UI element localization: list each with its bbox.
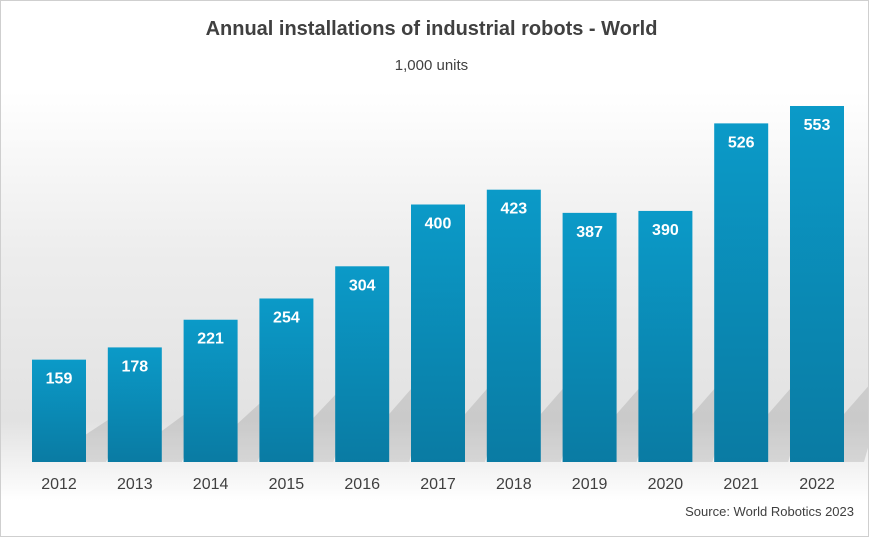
x-tick-label: 2017	[420, 476, 456, 493]
value-label: 553	[804, 117, 831, 134]
value-label: 254	[273, 309, 300, 326]
x-tick-label: 2012	[41, 476, 77, 493]
x-tick-label: 2019	[572, 476, 608, 493]
x-tick-label: 2021	[723, 476, 759, 493]
x-axis-tick-labels: 2012 2013 2014 2015 2016 2017 2018 2019 2020 2021…	[41, 476, 835, 493]
chart-title: Annual installations of industrial robot…	[205, 18, 658, 40]
x-tick-label: 2015	[269, 476, 305, 493]
bar-2021	[714, 123, 769, 462]
value-label: 221	[197, 331, 224, 348]
bar-2017	[411, 204, 465, 462]
value-label: 390	[652, 222, 679, 239]
x-tick-label: 2014	[193, 476, 229, 493]
value-label: 400	[425, 215, 452, 232]
x-tick-label: 2022	[799, 476, 835, 493]
bar-2019	[562, 212, 617, 462]
source-note: Source: World Robotics 2023	[685, 504, 854, 519]
x-tick-label: 2013	[117, 476, 153, 493]
bars	[32, 106, 844, 462]
x-tick-label: 2016	[344, 476, 380, 493]
bar-2013	[107, 347, 162, 462]
value-label: 387	[576, 224, 603, 241]
value-label: 423	[500, 201, 527, 218]
value-label: 526	[728, 134, 755, 151]
bar-2014	[183, 319, 238, 462]
x-tick-label: 2018	[496, 476, 532, 493]
bar-2018	[486, 189, 541, 462]
bar-2020	[638, 210, 693, 462]
bar-2015	[259, 298, 314, 462]
value-label: 178	[121, 358, 148, 375]
value-labels: 159 178 221 254 304 400 423 387 390 526 553	[46, 117, 831, 388]
chart-subtitle: 1,000 units	[394, 57, 469, 74]
bar-shadow	[844, 386, 868, 462]
value-label: 159	[46, 371, 73, 388]
value-label: 304	[349, 277, 376, 294]
bar-2012	[32, 359, 86, 462]
x-tick-label: 2020	[648, 476, 684, 493]
bar-2022	[790, 106, 844, 462]
bar-2016	[335, 266, 390, 462]
